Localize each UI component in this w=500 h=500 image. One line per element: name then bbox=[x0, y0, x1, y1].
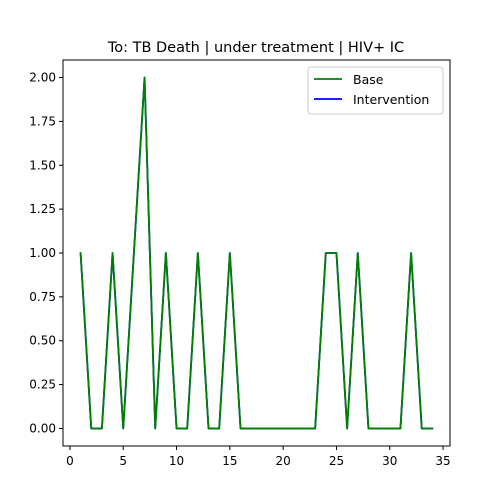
y-tick-label: 2.00 bbox=[29, 71, 56, 85]
x-tick-label: 25 bbox=[329, 454, 344, 468]
x-axis: 0 5 10 15 20 25 30 35 bbox=[66, 446, 451, 468]
y-tick-label: 1.75 bbox=[29, 114, 56, 128]
x-tick-label: 35 bbox=[435, 454, 450, 468]
y-tick-label: 0.25 bbox=[29, 378, 56, 392]
y-tick-label: 0.50 bbox=[29, 334, 56, 348]
y-tick-label: 1.00 bbox=[29, 246, 56, 260]
x-tick-label: 10 bbox=[169, 454, 184, 468]
x-tick-label: 5 bbox=[119, 454, 127, 468]
legend-label-intervention: Intervention bbox=[353, 92, 429, 107]
series-line-base bbox=[79, 76, 434, 430]
x-tick-label: 0 bbox=[66, 454, 74, 468]
plot-area bbox=[79, 76, 434, 430]
chart-title: To: TB Death | under treatment | HIV+ IC bbox=[107, 40, 404, 56]
y-tick-label: 0.00 bbox=[29, 421, 56, 435]
y-tick-label: 0.75 bbox=[29, 290, 56, 304]
x-tick-label: 15 bbox=[222, 454, 237, 468]
y-axis: 0.00 0.25 0.50 0.75 1.00 1.25 1.50 1.75 2.00 bbox=[29, 71, 63, 435]
y-tick-label: 1.25 bbox=[29, 202, 56, 216]
x-tick-label: 20 bbox=[276, 454, 291, 468]
legend-label-base: Base bbox=[353, 72, 384, 87]
y-tick-label: 1.50 bbox=[29, 158, 56, 172]
x-tick-label: 30 bbox=[382, 454, 397, 468]
legend: Base Intervention bbox=[307, 66, 444, 115]
